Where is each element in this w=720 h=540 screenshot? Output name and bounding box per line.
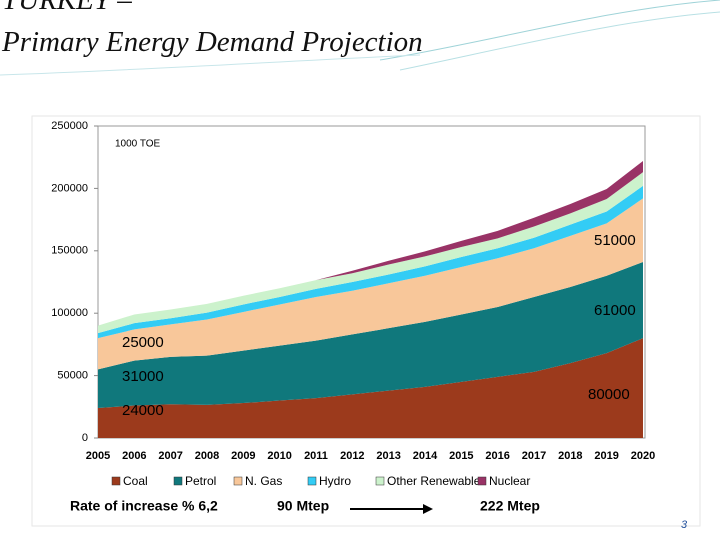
arrow-head <box>423 504 433 514</box>
decoration <box>0 0 720 76</box>
y-tick-label: 150000 <box>51 245 88 257</box>
unit-label: 1000 TOE <box>115 139 161 150</box>
x-tick-label: 2017 <box>522 450 546 462</box>
x-tick-label: 2014 <box>413 450 438 462</box>
x-tick-label: 2006 <box>122 450 146 462</box>
legend-swatch <box>307 476 317 486</box>
x-tick-label: 2013 <box>376 450 400 462</box>
area <box>98 338 643 438</box>
x-tick-label: 2005 <box>86 450 110 462</box>
annotation: 24000 <box>122 402 164 419</box>
area <box>98 262 643 409</box>
x-tick-label: 2016 <box>485 450 509 462</box>
x-tick-label: 2020 <box>631 450 655 462</box>
area <box>98 185 643 339</box>
annotation: 31000 <box>122 368 164 385</box>
x-tick-label: 2008 <box>195 450 219 462</box>
y-tick-label: 50000 <box>57 370 88 382</box>
legend-swatch <box>173 476 183 486</box>
x-tick-label: 2018 <box>558 450 582 462</box>
area <box>98 172 643 334</box>
y-tick-label: 200000 <box>51 182 88 194</box>
legend-swatch <box>477 476 487 486</box>
x-tick-label: 2011 <box>304 450 328 462</box>
annotation: 80000 <box>588 386 630 403</box>
page-number: 3 <box>681 519 688 531</box>
legend-swatch <box>375 476 385 486</box>
x-tick-label: 2007 <box>158 450 182 462</box>
annotation: 25000 <box>122 334 164 351</box>
x-tick-label: 2009 <box>231 450 255 462</box>
y-tick-label: 0 <box>82 432 88 444</box>
legend-label: Coal <box>123 474 148 488</box>
x-tick-label: 2019 <box>594 450 618 462</box>
x-tick-label: 2012 <box>340 450 364 462</box>
y-tick-label: 250000 <box>51 120 88 132</box>
annotation: 51000 <box>594 232 636 249</box>
footer-text: Rate of increase % 6,2 <box>70 498 218 514</box>
footer-text: 222 Mtep <box>480 498 540 514</box>
legend-swatch <box>111 476 121 486</box>
legend-label: N. Gas <box>245 474 282 488</box>
legend-label: Hydro <box>319 474 351 488</box>
legend-label: Petrol <box>185 474 216 488</box>
x-tick-label: 2010 <box>267 450 291 462</box>
area <box>98 198 643 370</box>
footer-text: 90 Mtep <box>277 498 329 514</box>
slide-title: Primary Energy Demand Projection <box>2 26 423 58</box>
x-tick-label: 2015 <box>449 450 473 462</box>
annotation: 61000 <box>594 302 636 319</box>
legend-label: Other Renewables <box>387 474 486 488</box>
slide-title: TURKEY – <box>2 0 132 16</box>
y-tick-label: 100000 <box>51 307 88 319</box>
legend-swatch <box>233 476 243 486</box>
legend-label: Nuclear <box>489 474 530 488</box>
